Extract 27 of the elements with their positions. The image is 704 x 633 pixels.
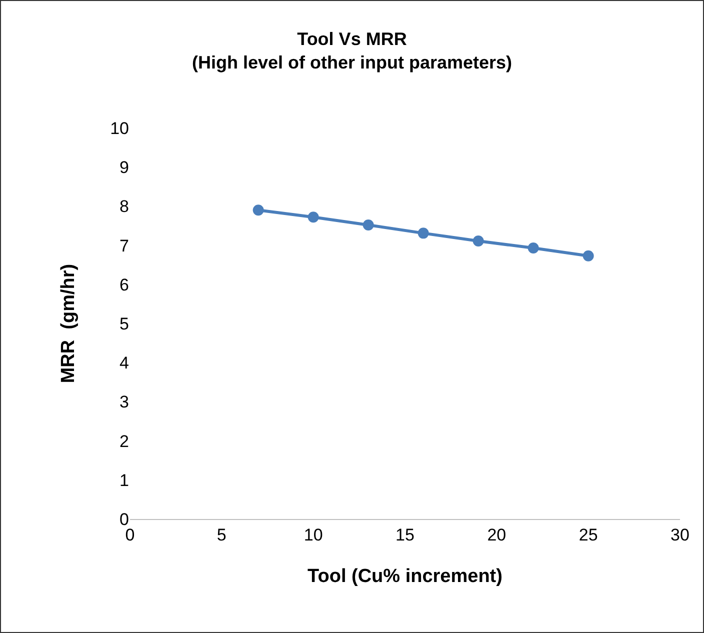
point — [528, 242, 539, 254]
y-tick-label: 5 — [120, 314, 129, 334]
point — [308, 212, 319, 223]
y-tick-label: 8 — [120, 197, 129, 216]
x-tick-label: 20 — [487, 525, 506, 544]
y-tick-label: 10 — [110, 118, 129, 138]
y-axis-title: MRR (gm/hr) — [58, 264, 79, 384]
y-tick-label: 2 — [120, 432, 129, 451]
y-tick-label: 0 — [120, 510, 129, 529]
point — [472, 236, 484, 246]
point — [418, 228, 429, 239]
y-tick-label: 1 — [120, 470, 129, 490]
point — [252, 204, 264, 216]
x-tick-label: 5 — [216, 525, 226, 544]
y-tick-label: 7 — [120, 236, 129, 256]
y-tick-label: 3 — [120, 392, 129, 412]
y-tick-label: 6 — [120, 275, 129, 294]
y-tick-label: 9 — [120, 158, 129, 178]
x-tick-label: 30 — [670, 525, 690, 544]
chart-title: Tool Vs MRR (High level of other input parameters) — [192, 29, 512, 73]
x-axis-title: Tool (Cu% increment) — [308, 566, 502, 588]
point — [362, 219, 374, 230]
y-tick-label: 4 — [120, 354, 129, 373]
x-tick-label: 25 — [578, 525, 598, 544]
point — [582, 250, 594, 262]
x-tick-label: 10 — [304, 525, 323, 544]
x-tick-label: 15 — [396, 525, 414, 544]
